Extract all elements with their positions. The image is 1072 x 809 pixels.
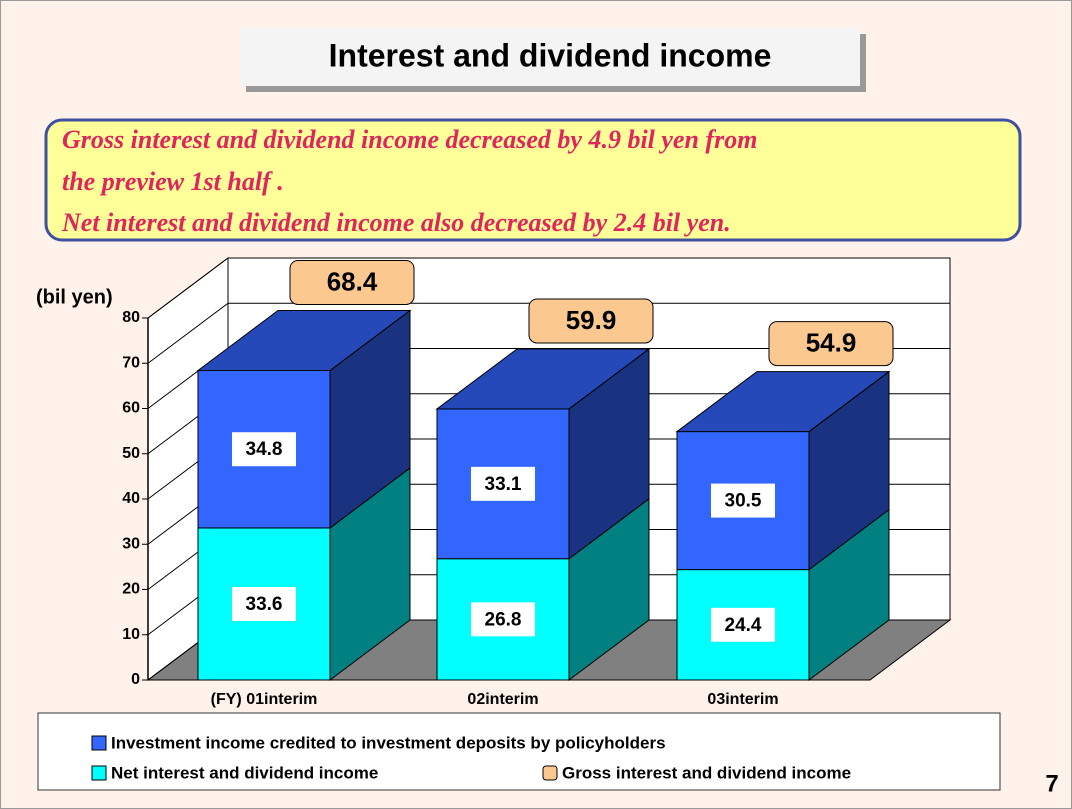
- y-tick-label: 30: [122, 535, 140, 552]
- value-label-box: [471, 466, 535, 501]
- x-tick-label: 02interim: [467, 691, 538, 708]
- y-tick-label: 70: [122, 354, 140, 371]
- y-tick-label: 20: [122, 581, 140, 598]
- page-number: 7: [1045, 770, 1058, 797]
- chart-title: Interest and dividend income: [329, 37, 772, 73]
- value-label: 30.5: [725, 491, 762, 512]
- bar-top: [675, 371, 891, 433]
- x-tick-label: (FY) 01interim: [211, 691, 318, 708]
- y-tick-label: 60: [122, 400, 140, 417]
- total-label: 68.4: [327, 266, 378, 296]
- value-label: 34.8: [246, 439, 283, 460]
- legend-swatch: [542, 765, 558, 781]
- legend-label: Net interest and dividend income: [111, 763, 378, 782]
- legend-box: [37, 712, 1001, 791]
- bar-top: [435, 348, 651, 410]
- y-tick-label: 80: [122, 309, 140, 326]
- value-label: 33.6: [246, 594, 283, 615]
- x-tick-label: 03interim: [707, 691, 778, 708]
- legend-swatch: [91, 765, 107, 781]
- legend-label: Gross interest and dividend income: [562, 763, 851, 782]
- annotation: Gross interest and dividend income decre…: [62, 125, 757, 154]
- total-box: [768, 321, 894, 367]
- value-label: 33.1: [485, 474, 522, 495]
- y-axis-label: (bil yen): [36, 286, 113, 308]
- callout-box: [44, 118, 1022, 242]
- value-label: 24.4: [725, 615, 762, 636]
- bar: [197, 527, 331, 681]
- title-box: [240, 28, 860, 86]
- total-label: 59.9: [566, 305, 617, 335]
- annotation: the preview 1st half .: [62, 167, 284, 196]
- value-label-box: [232, 432, 296, 467]
- y-tick-label: 0: [131, 671, 140, 688]
- value-label-box: [232, 586, 296, 621]
- y-tick-label: 50: [122, 445, 140, 462]
- y-tick-label: 10: [122, 626, 140, 643]
- value-label-box: [711, 483, 775, 518]
- y-tick-label: 40: [122, 490, 140, 507]
- annotation: Net interest and dividend income also de…: [61, 208, 731, 237]
- total-box: [289, 259, 415, 305]
- value-label-box: [471, 602, 535, 637]
- value-label-box: [711, 607, 775, 642]
- legend-label: Investment income credited to investment…: [111, 733, 666, 752]
- legend-swatch: [91, 735, 107, 751]
- total-label: 54.9: [806, 327, 857, 357]
- total-box: [528, 298, 654, 344]
- value-label: 26.8: [485, 609, 522, 630]
- bar-top: [196, 309, 412, 371]
- grid-line: [147, 257, 950, 319]
- grid-line: [147, 302, 950, 364]
